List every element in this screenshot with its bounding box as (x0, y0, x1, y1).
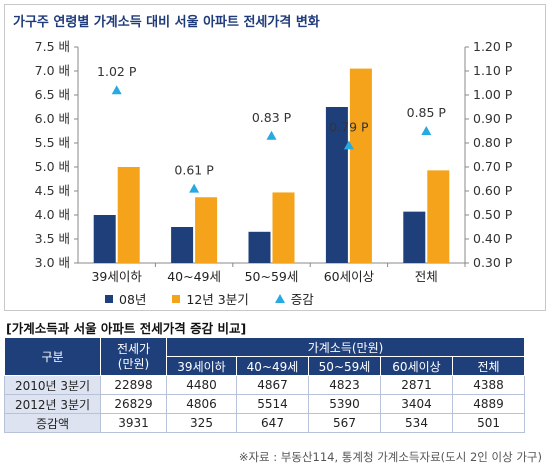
row-label: 증감액 (4, 413, 101, 433)
header-sub-5: 전체 (451, 356, 526, 376)
change-marker (421, 126, 432, 135)
header-sub-4: 60세이상 (380, 356, 453, 376)
bar-12q3 (117, 167, 140, 263)
legend-item-08: 08년 (105, 289, 146, 308)
table-row: 증감액 3931 325 647 567 534 501 (4, 413, 526, 433)
legend-label-08: 08년 (119, 292, 147, 307)
cell-value: 5390 (308, 394, 381, 414)
y-right-tick-label: 0.50 P (473, 207, 513, 222)
cell-value: 5514 (236, 394, 309, 414)
y-right-tick-label: 0.40 P (473, 231, 513, 246)
cell-value: 4388 (451, 375, 526, 395)
change-marker (111, 85, 122, 95)
bar-12q3 (349, 68, 372, 263)
chart-panel: 가구주 연령별 가계소득 대비 서울 아파트 전세가격 변화 3.0 배 3.5 … (4, 4, 546, 311)
y-left-tick-label: 5.0 배 (35, 159, 70, 174)
chart-svg: 3.0 배 3.5 배 4.0 배 4.5 배 5.0 배 5.5 배 6.0 배 6.5 배… (35, 39, 513, 284)
legend-swatch-08 (105, 294, 113, 303)
cell-value: 4889 (451, 394, 526, 414)
change-annotation: 0.85 P (407, 105, 447, 120)
y-right-tick-label: 0.90 P (473, 111, 513, 126)
y-right-tick-label: 0.30 P (473, 255, 513, 270)
bar-08 (325, 107, 348, 263)
y-right-tick-label: 1.00 P (473, 87, 513, 102)
legend-item-12q3: 12년 3분기 (172, 289, 249, 308)
bar-08 (248, 231, 271, 263)
y-left-tick-label: 7.5 배 (35, 39, 70, 54)
y-right-tick-label: 0.70 P (473, 159, 513, 174)
cell-value: 4480 (166, 375, 237, 395)
x-tick-label: 50~59세 (245, 269, 299, 284)
header-income-group: 가계소득(만원) (165, 337, 526, 357)
cell-value: 534 (380, 413, 453, 433)
change-annotation: 0.83 P (252, 110, 292, 125)
y-left-tick-label: 4.5 배 (35, 183, 70, 198)
header-sub-2: 40~49세 (236, 356, 309, 376)
cell-jeonse: 3931 (100, 413, 167, 433)
y-left-tick-label: 5.5 배 (35, 135, 70, 150)
cell-value: 4823 (308, 375, 381, 395)
header-category: 구분 (4, 337, 101, 376)
row-label: 2012년 3분기 (4, 394, 101, 414)
y-left-tick-label: 6.5 배 (35, 87, 70, 102)
table-row: 2010년 3분기 22898 4480 4867 4823 2871 4388 (4, 375, 526, 395)
y-right-tick-label: 1.10 P (473, 63, 513, 78)
y-right-tick-label: 0.60 P (473, 183, 513, 198)
table-row: 2012년 3분기 26829 4806 5514 5390 3404 4889 (4, 394, 526, 414)
change-annotation: 0.79 P (329, 119, 369, 134)
table-header-row-1: 구분 전세가 (만원) 가계소득(만원) (4, 337, 526, 376)
legend-label-12q3: 12년 3분기 (186, 292, 249, 307)
y-right-tick-label: 1.20 P (473, 39, 513, 54)
bar-12q3 (272, 192, 295, 263)
change-annotation: 0.61 P (174, 163, 214, 178)
cell-value: 3404 (380, 394, 453, 414)
legend-swatch-12q3 (172, 294, 181, 303)
change-marker (343, 140, 354, 150)
legend-label-change: 증감 (290, 292, 314, 307)
source-note: ※자료 : 부동산114, 통계청 가계소득자료(도시 2인 이상 가구) (238, 450, 542, 464)
change-annotation: 1.02 P (97, 64, 137, 79)
y-right-tick-label: 0.80 P (473, 135, 513, 150)
y-left-tick-label: 6.0 배 (35, 111, 70, 126)
header-sub-1: 39세이하 (166, 356, 237, 376)
x-tick-label: 60세이상 (324, 269, 375, 284)
legend-item-change: 증감 (274, 289, 314, 308)
chart-title: 가구주 연령별 가계소득 대비 서울 아파트 전세가격 변화 (13, 15, 320, 30)
y-left-tick-label: 7.0 배 (35, 63, 70, 78)
bar-12q3 (195, 197, 218, 263)
header-jeonse: 전세가 (만원) (100, 337, 167, 376)
x-tick-label: 40~49세 (167, 269, 221, 284)
cell-value: 567 (308, 413, 381, 433)
x-tick-label: 전체 (415, 269, 438, 284)
cell-value: 325 (166, 413, 237, 433)
legend-triangle-icon (274, 294, 285, 303)
x-tick-label: 39세이하 (91, 269, 142, 284)
cell-value: 501 (451, 413, 526, 433)
cell-value: 4867 (236, 375, 309, 395)
change-marker (189, 183, 200, 193)
table-title: [가계소득과 서울 아파트 전세가격 증감 비교] (6, 321, 247, 336)
bar-08 (171, 227, 194, 263)
y-left-tick-label: 3.0 배 (35, 255, 70, 270)
bar-08 (93, 215, 116, 263)
bar-08 (403, 211, 426, 263)
row-label: 2010년 3분기 (4, 375, 101, 395)
cell-value: 2871 (380, 375, 453, 395)
cell-jeonse: 26829 (100, 394, 167, 414)
change-marker (266, 130, 277, 140)
legend: 08년 12년 3분기 증감 (105, 289, 314, 308)
y-left-tick-label: 3.5 배 (35, 231, 70, 246)
comparison-table: 구분 전세가 (만원) 가계소득(만원) 39세이하 40~49세 50~59세… (4, 337, 526, 433)
cell-jeonse: 22898 (100, 375, 167, 395)
cell-value: 647 (236, 413, 309, 433)
cell-value: 4806 (166, 394, 237, 414)
y-left-tick-label: 4.0 배 (35, 207, 70, 222)
bar-12q3 (427, 170, 450, 263)
header-sub-3: 50~59세 (308, 356, 381, 376)
